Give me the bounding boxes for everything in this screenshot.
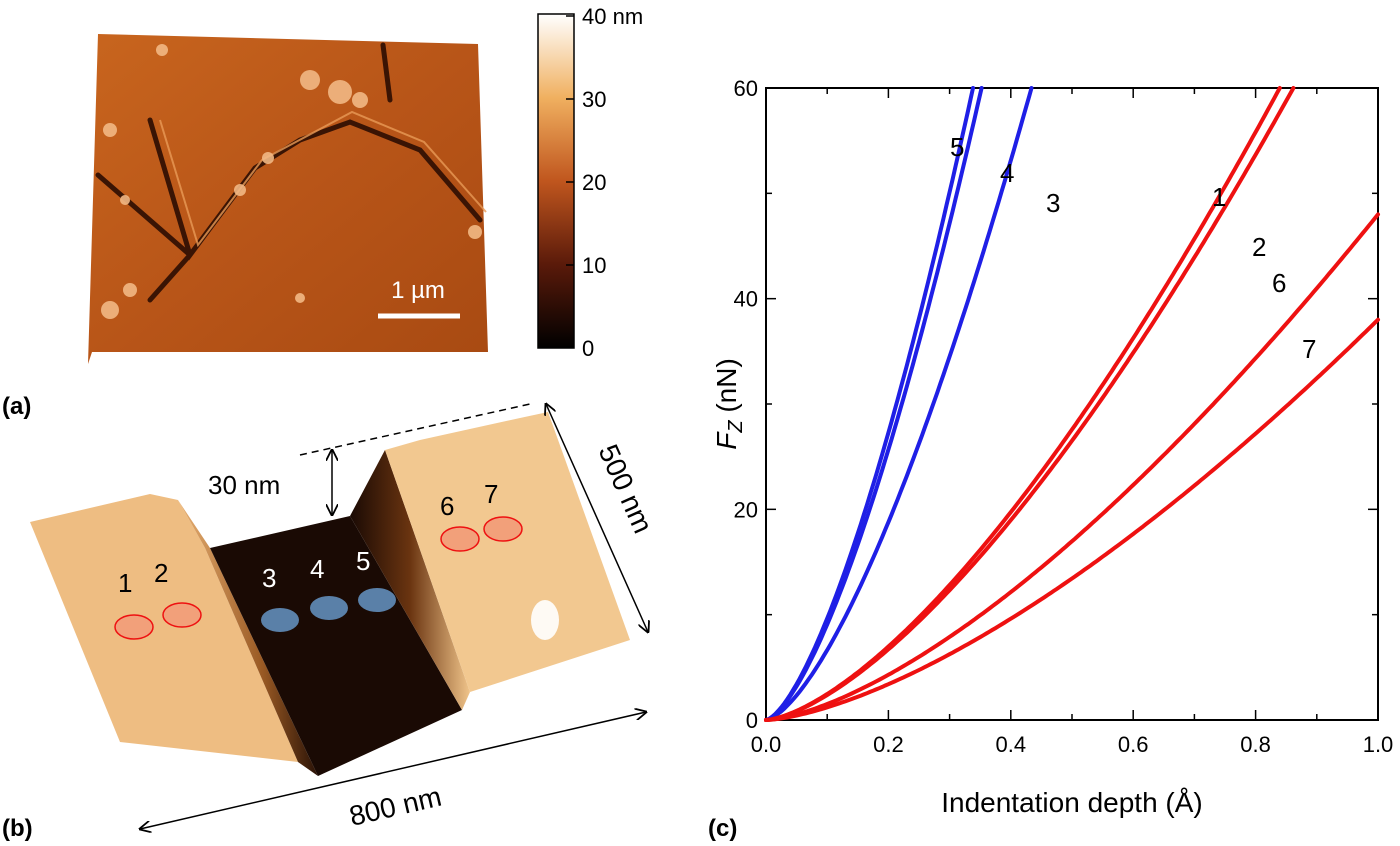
- depth-label: 30 nm: [208, 470, 280, 500]
- spot-markers: [114, 516, 523, 640]
- width-label: 500 nm: [593, 440, 659, 538]
- trench-left-plateau: [30, 494, 298, 762]
- afm-topography-image: [88, 34, 488, 364]
- x-tick-label: 0.2: [873, 732, 904, 757]
- spot-label-2: 2: [154, 558, 168, 588]
- spot-6: [440, 526, 480, 552]
- curve-label-7: 7: [1302, 334, 1316, 364]
- panel-label-a: (a): [2, 393, 31, 420]
- panel-b: 1 2 3 4 5 6 7 30 nm 500 nm 800 nm (b): [2, 404, 659, 842]
- colorbar-tick-30: 30: [582, 87, 606, 112]
- colorbar-tick-40: 40 nm: [582, 4, 643, 29]
- x-tick-label: 0.4: [996, 732, 1027, 757]
- scale-bar-label: 1 µm: [391, 277, 445, 304]
- colorbar-tick-10: 10: [582, 253, 606, 278]
- y-tick-label: 20: [734, 497, 758, 522]
- y-axis-label: FZ (nN): [711, 358, 747, 450]
- y-axis-symbol: F: [711, 431, 742, 450]
- panel-a: 1 µm 40 nm 30 20 10 0 (a): [2, 4, 643, 420]
- spot-7: [483, 516, 523, 542]
- curve-5: [764, 86, 975, 722]
- curve-label-6: 6: [1272, 268, 1286, 298]
- spot-label-7: 7: [484, 479, 498, 509]
- y-axis-unit: (nN): [711, 358, 742, 412]
- panel-label-c: (c): [708, 815, 737, 842]
- x-axis-label: Indentation depth (Å): [941, 787, 1203, 818]
- curve-3: [764, 86, 1034, 722]
- x-tick-label: 0.8: [1240, 732, 1271, 757]
- curve-6: [764, 212, 1380, 722]
- x-tick-label: 1.0: [1363, 732, 1394, 757]
- curve-2: [764, 86, 1296, 722]
- curve-4: [764, 86, 984, 722]
- colorbar: [537, 13, 575, 349]
- axis-ticks: [765, 87, 1379, 721]
- length-arrow: [140, 712, 646, 829]
- trench-left-wall: [178, 500, 318, 776]
- curve-label-4: 4: [1000, 158, 1014, 188]
- colorbar-tick-0: 0: [582, 336, 594, 361]
- y-axis-subscript: Z: [725, 420, 747, 434]
- curve-label-3: 3: [1046, 188, 1060, 218]
- panel-c: 0.0 0.2 0.4 0.6 0.8 1.0 0 20 40 60 Indentation d…: [708, 76, 1393, 842]
- trench-right-wall: [350, 450, 470, 710]
- spot-2: [162, 602, 202, 628]
- curve-label-5: 5: [950, 132, 964, 162]
- y-tick-label: 0: [746, 708, 758, 733]
- curve-7: [764, 317, 1380, 722]
- spot-label-4: 4: [310, 554, 324, 584]
- curve-label-1: 1: [1212, 182, 1226, 212]
- spot-label-6: 6: [440, 491, 454, 521]
- x-tick-label: 0.0: [751, 732, 782, 757]
- y-tick-label: 60: [734, 76, 758, 101]
- spot-4: [310, 596, 348, 620]
- depth-reference-line: [299, 403, 531, 456]
- spot-label-3: 3: [262, 563, 276, 593]
- width-arrow: [546, 404, 648, 632]
- curve-label-2: 2: [1252, 232, 1266, 262]
- spot-3: [261, 608, 299, 632]
- spot-label-5: 5: [356, 546, 370, 576]
- panel-label-b: (b): [2, 815, 33, 842]
- y-tick-label: 40: [734, 287, 758, 312]
- spot-label-1: 1: [118, 568, 132, 598]
- colorbar-ticks: [566, 15, 574, 348]
- spot-5: [358, 588, 396, 612]
- x-tick-label: 0.6: [1118, 732, 1149, 757]
- spot-1: [114, 614, 154, 640]
- colorbar-tick-20: 20: [582, 170, 606, 195]
- length-label: 800 nm: [346, 781, 444, 832]
